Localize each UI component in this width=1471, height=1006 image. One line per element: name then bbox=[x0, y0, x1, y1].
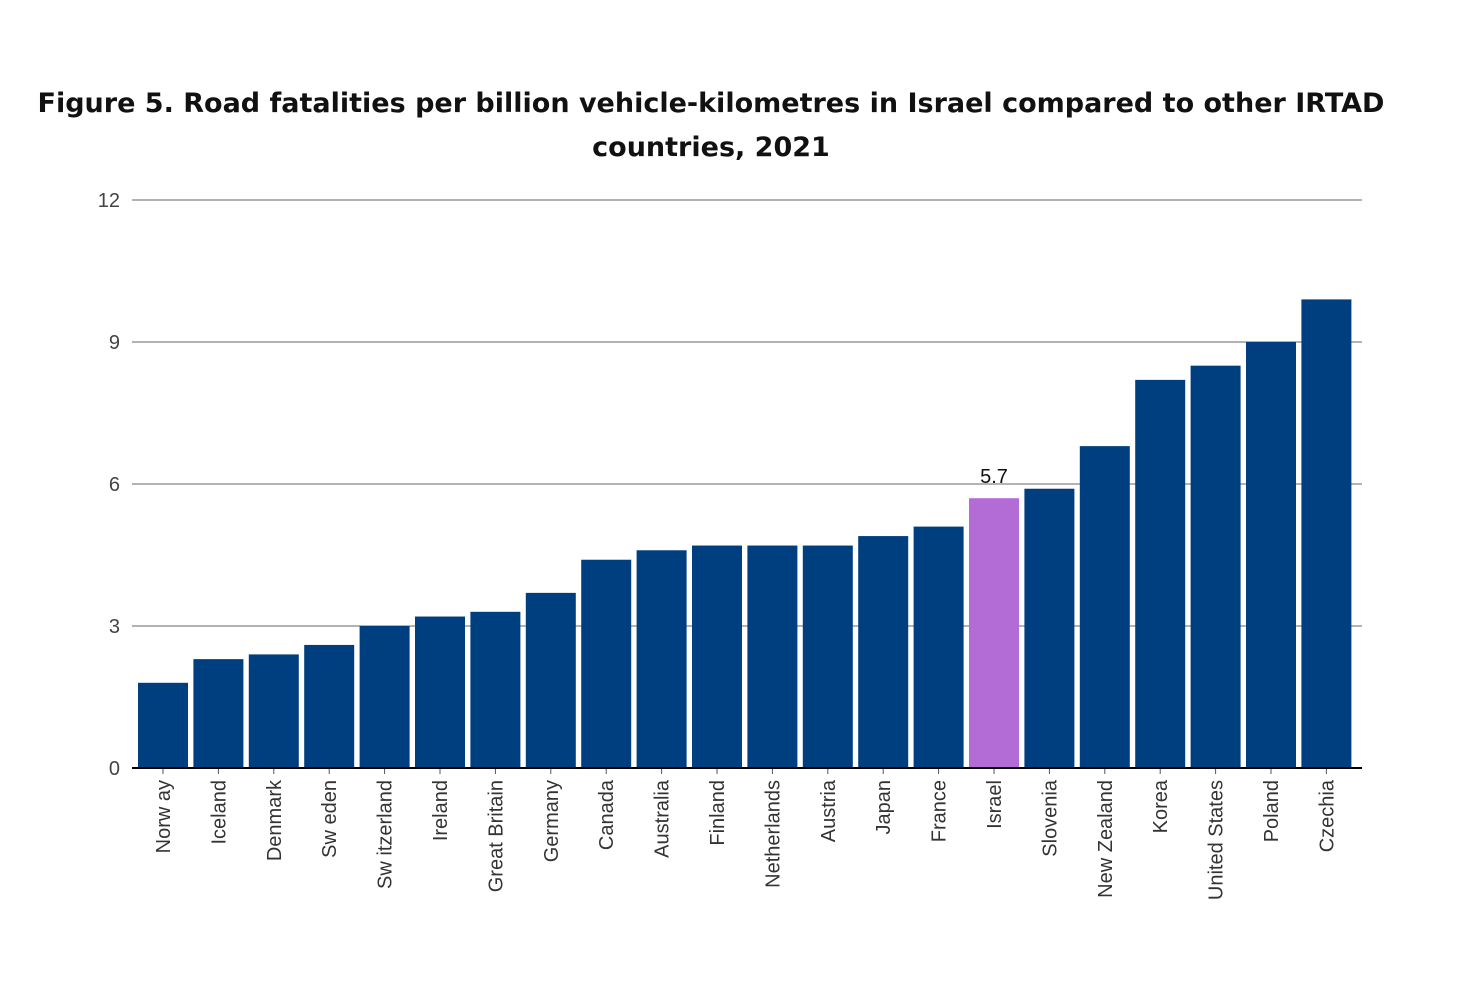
x-tick-label: Canada bbox=[596, 779, 618, 850]
bar bbox=[636, 550, 687, 768]
chart-title: Figure 5. Road fatalities per billion ve… bbox=[37, 88, 1385, 163]
y-axis-ticks: 0 3 6 9 12 bbox=[98, 190, 120, 780]
x-tick-label: Austria bbox=[818, 779, 840, 842]
bars bbox=[138, 299, 1352, 768]
x-tick-label: Great Britain bbox=[485, 780, 507, 892]
x-tick-label: Israel bbox=[984, 780, 1006, 829]
x-axis-ticks: Norw ay Iceland Denmark Sw eden Sw itzerland… bbox=[153, 768, 1338, 900]
x-tick-label: Germany bbox=[541, 780, 563, 862]
bar bbox=[858, 536, 909, 768]
x-tick-label: Korea bbox=[1150, 779, 1172, 833]
x-tick-label: Czechia bbox=[1316, 779, 1338, 852]
x-tick-label: Slovenia bbox=[1039, 779, 1061, 857]
bar bbox=[470, 611, 521, 768]
x-tick-label: Australia bbox=[652, 779, 674, 858]
x-tick-label: Iceland bbox=[208, 780, 230, 845]
bar bbox=[1301, 299, 1352, 768]
x-tick-label: United States bbox=[1206, 780, 1228, 900]
y-tick-label: 3 bbox=[109, 616, 120, 638]
bar bbox=[415, 616, 465, 768]
bar bbox=[1135, 379, 1186, 768]
x-tick-label: Sw eden bbox=[319, 780, 341, 858]
x-tick-label: Japan bbox=[873, 780, 895, 835]
x-tick-label: Netherlands bbox=[762, 780, 784, 888]
x-tick-label: Denmark bbox=[264, 779, 286, 861]
data-labels: 5.7 bbox=[980, 466, 1008, 488]
x-tick-label: Poland bbox=[1261, 780, 1283, 842]
bar bbox=[747, 545, 798, 768]
bar bbox=[1246, 342, 1296, 768]
bar bbox=[248, 654, 299, 768]
y-tick-label: 0 bbox=[109, 758, 120, 780]
bar bbox=[304, 644, 355, 768]
bar bbox=[969, 498, 1019, 768]
x-tick-label: France bbox=[929, 780, 951, 842]
bar bbox=[525, 592, 576, 768]
y-tick-label: 12 bbox=[98, 190, 120, 212]
y-tick-label: 9 bbox=[109, 332, 120, 354]
x-tick-label: Ireland bbox=[430, 780, 452, 841]
y-tick-label: 6 bbox=[109, 474, 120, 496]
bar bbox=[581, 559, 632, 768]
bar bbox=[359, 626, 410, 768]
bar bbox=[802, 545, 853, 768]
bar bbox=[1079, 446, 1130, 768]
x-tick-label: New Zealand bbox=[1095, 780, 1117, 898]
x-tick-label: Norw ay bbox=[153, 780, 175, 853]
bar bbox=[913, 526, 964, 768]
data-label: 5.7 bbox=[980, 466, 1008, 488]
bar bbox=[1024, 488, 1075, 768]
x-tick-label: Finland bbox=[707, 780, 729, 846]
bar bbox=[1190, 365, 1241, 768]
bar bbox=[138, 682, 188, 768]
x-tick-label: Sw itzerland bbox=[375, 780, 397, 889]
bar bbox=[692, 545, 742, 768]
bar bbox=[193, 659, 244, 768]
